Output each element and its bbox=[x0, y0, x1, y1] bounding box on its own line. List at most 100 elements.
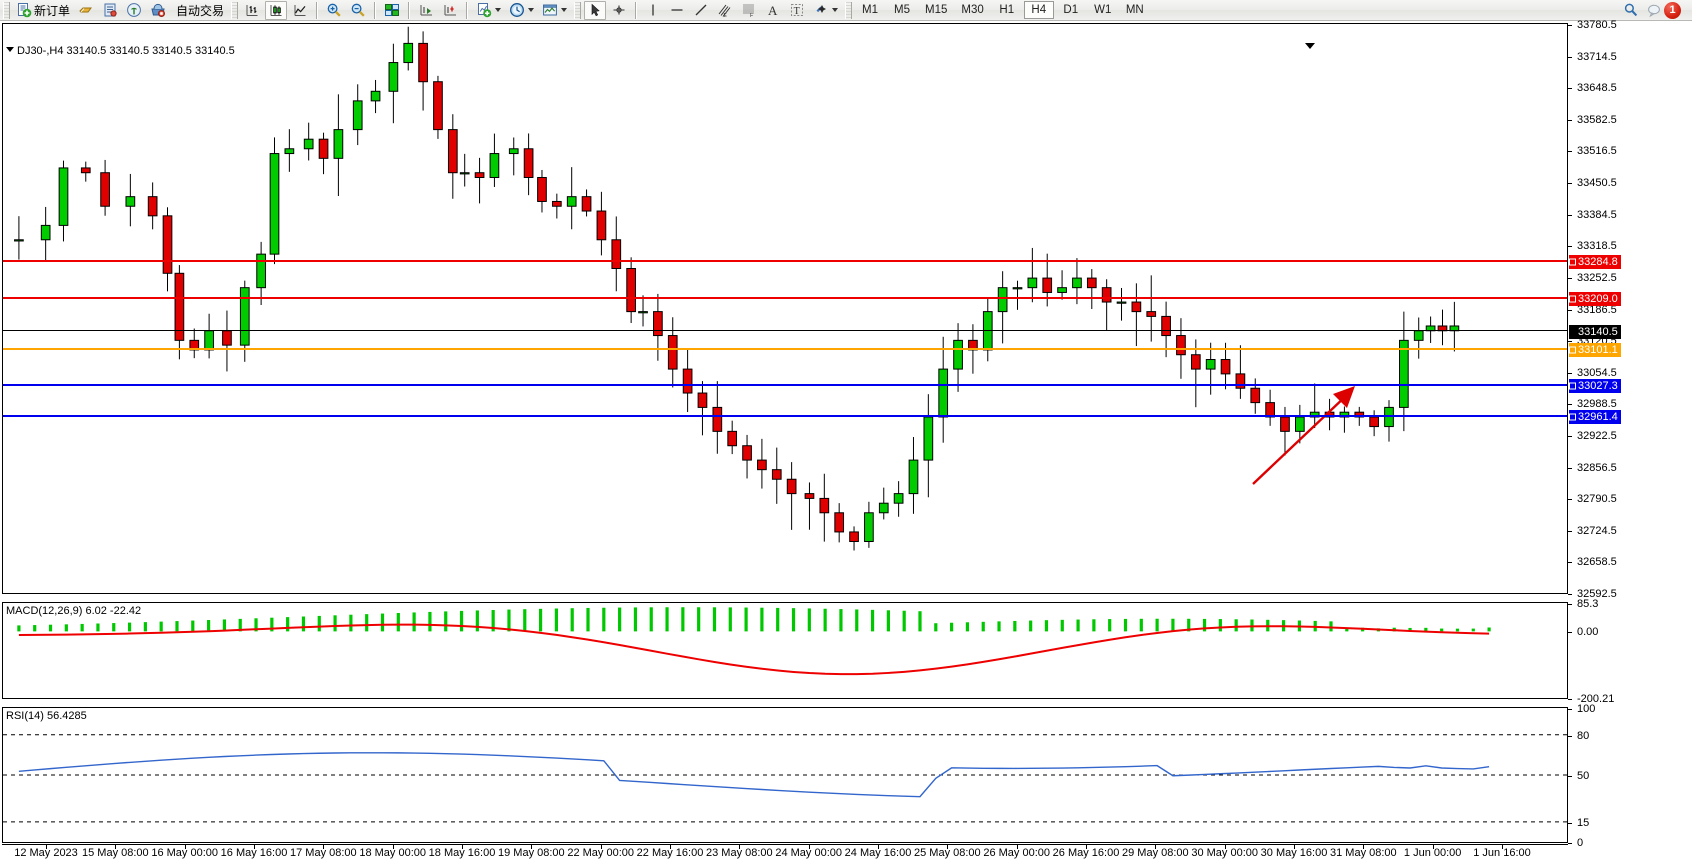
price-pane[interactable] bbox=[2, 23, 1568, 594]
macd-pane[interactable] bbox=[2, 602, 1568, 699]
search-button[interactable] bbox=[1620, 1, 1642, 20]
price-level-line-support-lower[interactable] bbox=[3, 415, 1567, 418]
cursor-tool-button[interactable] bbox=[584, 0, 607, 20]
timeframe-m15[interactable]: M15 bbox=[925, 4, 948, 16]
trendline-icon bbox=[695, 4, 707, 16]
price-level-chip-support-lower[interactable]: 32961.4 bbox=[1569, 410, 1621, 425]
time-axis[interactable]: 12 May 2023 15 May 08:00 16 May 00:00 16 Ma… bbox=[2, 844, 1568, 862]
price-level-handle-icon[interactable] bbox=[1569, 346, 1576, 354]
toolbar-separator-1 bbox=[316, 1, 319, 19]
chart-shift-button[interactable] bbox=[439, 1, 461, 20]
indicators-button[interactable] bbox=[473, 1, 504, 20]
timeframe-mn[interactable]: MN bbox=[1125, 4, 1144, 16]
bullish-arrow-head[interactable] bbox=[1333, 386, 1355, 408]
time-axis-label: 25 May 08:00 bbox=[914, 847, 981, 859]
price-level-line-current-price[interactable] bbox=[3, 329, 1567, 331]
macd-histogram-bar bbox=[1345, 627, 1349, 632]
market-button[interactable] bbox=[147, 1, 169, 20]
bullish-arrow-shaft[interactable] bbox=[1252, 393, 1349, 485]
bullish-arrow-annotation[interactable] bbox=[3, 24, 1568, 593]
candle-bullish bbox=[953, 339, 963, 370]
chevron-down-icon[interactable] bbox=[561, 8, 568, 12]
text-label-icon: T bbox=[791, 4, 804, 17]
symbol-caret-icon[interactable] bbox=[6, 47, 14, 52]
price-level-handle-icon[interactable] bbox=[1569, 382, 1576, 390]
tile-windows-button[interactable] bbox=[381, 1, 403, 20]
auto-scroll-button[interactable] bbox=[415, 1, 437, 20]
timeframe-h1[interactable]: H1 bbox=[999, 4, 1015, 16]
line-chart-button[interactable] bbox=[289, 1, 311, 20]
candle-bullish bbox=[40, 224, 51, 241]
expert-advisors-button[interactable] bbox=[75, 1, 97, 20]
candle-bearish bbox=[1235, 373, 1246, 389]
time-axis-label: 19 May 08:00 bbox=[498, 847, 565, 859]
price-level-chip-pivot-orange[interactable]: 33101.1 bbox=[1569, 343, 1621, 358]
periods-button[interactable] bbox=[506, 1, 537, 20]
macd-histogram-bar bbox=[728, 607, 732, 632]
trendline-tool-button[interactable] bbox=[690, 1, 712, 20]
text-tool-button[interactable]: A bbox=[762, 1, 784, 20]
toolbar-grip-trade[interactable] bbox=[3, 1, 10, 19]
bar-chart-button[interactable] bbox=[241, 1, 263, 20]
time-axis-tick bbox=[1155, 845, 1157, 849]
templates-button[interactable] bbox=[539, 1, 570, 20]
candle-bullish bbox=[1057, 287, 1067, 293]
text-label-tool-button[interactable]: T bbox=[786, 1, 808, 20]
chevron-down-icon[interactable] bbox=[832, 8, 839, 12]
data-window-button[interactable] bbox=[99, 1, 121, 20]
candle-bearish bbox=[1250, 387, 1261, 404]
price-level-line-support-upper[interactable] bbox=[3, 383, 1567, 386]
price-level-handle-icon[interactable] bbox=[1569, 258, 1576, 266]
candle-bullish bbox=[14, 239, 24, 242]
zoom-in-button[interactable] bbox=[323, 1, 345, 20]
macd-histogram-bar bbox=[380, 613, 385, 632]
horizontal-line-tool-button[interactable] bbox=[666, 1, 688, 20]
price-level-line-resistance-lower[interactable] bbox=[3, 296, 1567, 299]
macd-histogram-bar bbox=[507, 609, 511, 632]
time-axis-tick bbox=[254, 845, 255, 849]
price-level-chip-support-upper[interactable]: 33027.3 bbox=[1569, 378, 1621, 393]
time-axis-tick bbox=[323, 845, 325, 849]
candle-bearish bbox=[523, 148, 534, 179]
signals-button[interactable] bbox=[123, 1, 145, 20]
macd-histogram-bar bbox=[712, 607, 717, 632]
price-level-chip-resistance-upper[interactable]: 33284.8 bbox=[1569, 255, 1621, 270]
auto-trading-button[interactable]: 自动交易 bbox=[171, 1, 227, 20]
toolbar-grip-draw[interactable] bbox=[574, 1, 582, 19]
notifications-button[interactable]: 1 bbox=[1644, 1, 1684, 20]
price-level-chip-resistance-lower[interactable]: 33209.0 bbox=[1569, 291, 1621, 306]
timeframe-m30[interactable]: M30 bbox=[961, 4, 984, 16]
timeframe-m5[interactable]: M5 bbox=[894, 4, 911, 16]
macd-histogram-bar bbox=[1202, 618, 1207, 632]
macd-histogram-bar bbox=[1076, 619, 1080, 632]
toolbar-grip-charttype[interactable] bbox=[231, 1, 239, 19]
price-level-handle-icon[interactable] bbox=[1569, 413, 1576, 421]
price-level-handle-icon[interactable] bbox=[1569, 295, 1576, 303]
toolbar-grip-timeframes[interactable] bbox=[845, 1, 853, 19]
price-level-line-resistance-upper[interactable] bbox=[3, 260, 1567, 263]
new-order-button[interactable]: 新订单 bbox=[13, 1, 73, 20]
fibonacci-tool-button[interactable]: F bbox=[738, 1, 760, 20]
candle-bullish bbox=[1413, 330, 1424, 341]
equidistant-channel-tool-button[interactable]: E bbox=[714, 1, 736, 20]
rsi-pane[interactable] bbox=[2, 707, 1568, 843]
timeframe-m1[interactable]: M1 bbox=[862, 4, 879, 16]
price-level-chip-current-price[interactable]: 33140.5 bbox=[1569, 324, 1621, 339]
timeframe-d1[interactable]: D1 bbox=[1063, 4, 1079, 16]
candle-bearish bbox=[318, 138, 329, 159]
chevron-down-icon[interactable] bbox=[528, 8, 535, 12]
price-axis[interactable]: 33780.5 33714.5 33648.5 33582.5 33516.5 33450… bbox=[1568, 19, 1692, 849]
timeframe-h4[interactable]: H4 bbox=[1023, 1, 1054, 19]
candle-bearish bbox=[447, 129, 458, 174]
macd-histogram-bar bbox=[1440, 628, 1444, 632]
time-axis-tick bbox=[1502, 845, 1503, 849]
chevron-down-icon[interactable] bbox=[495, 8, 502, 12]
macd-histogram-bar bbox=[1013, 620, 1017, 632]
price-level-line-pivot-orange[interactable] bbox=[3, 348, 1567, 351]
candlestick-chart-button[interactable] bbox=[265, 0, 288, 20]
crosshair-tool-button[interactable] bbox=[608, 1, 630, 20]
arrows-tool-button[interactable] bbox=[810, 1, 841, 20]
timeframe-w1[interactable]: W1 bbox=[1094, 4, 1112, 16]
vertical-line-tool-button[interactable] bbox=[642, 1, 664, 20]
zoom-out-button[interactable] bbox=[347, 1, 369, 20]
